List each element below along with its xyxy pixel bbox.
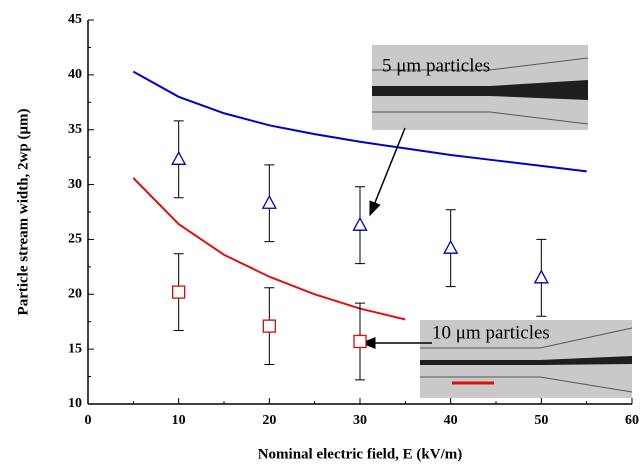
x-tick-label: 50 bbox=[534, 413, 548, 428]
y-tick-label: 25 bbox=[68, 232, 82, 247]
insets: 5 μm particles 10 μm particles bbox=[360, 45, 633, 398]
x-axis-label: Nominal electric field, E (kV/m) bbox=[258, 446, 463, 462]
marker bbox=[171, 150, 187, 165]
line-series bbox=[132, 70, 587, 173]
x-tick-label: 10 bbox=[172, 413, 186, 428]
arrow bbox=[369, 127, 406, 217]
marker bbox=[443, 239, 459, 254]
marker bbox=[353, 334, 367, 349]
x-tick-label: 40 bbox=[444, 413, 458, 428]
y-tick-label: 15 bbox=[68, 341, 82, 356]
marker bbox=[172, 285, 186, 299]
x-tick-label: 30 bbox=[353, 413, 367, 428]
x-tick-label: 20 bbox=[262, 413, 276, 428]
micrograph-stream bbox=[420, 356, 632, 365]
marker bbox=[352, 216, 368, 231]
marker bbox=[533, 269, 549, 284]
x-tick-label: 0 bbox=[85, 413, 92, 428]
marker bbox=[262, 319, 276, 333]
annotation: 5 μm particles bbox=[382, 55, 490, 76]
micrograph-stream bbox=[372, 80, 588, 100]
micrograph-wall bbox=[372, 57, 589, 125]
annotation: 10 μm particles bbox=[432, 322, 550, 343]
y-tick-label: 40 bbox=[68, 67, 82, 82]
marker bbox=[261, 194, 277, 209]
micrograph-wall bbox=[420, 327, 633, 393]
y-tick-label: 30 bbox=[68, 177, 82, 192]
y-tick-label: 45 bbox=[68, 12, 82, 27]
y-tick-label: 35 bbox=[68, 122, 82, 137]
y-tick-label: 10 bbox=[68, 396, 82, 411]
x-tick-label: 60 bbox=[625, 413, 639, 428]
y-tick-label: 20 bbox=[68, 287, 82, 302]
y-axis-label: Particle stream width, 2wp (μm) bbox=[15, 109, 31, 316]
